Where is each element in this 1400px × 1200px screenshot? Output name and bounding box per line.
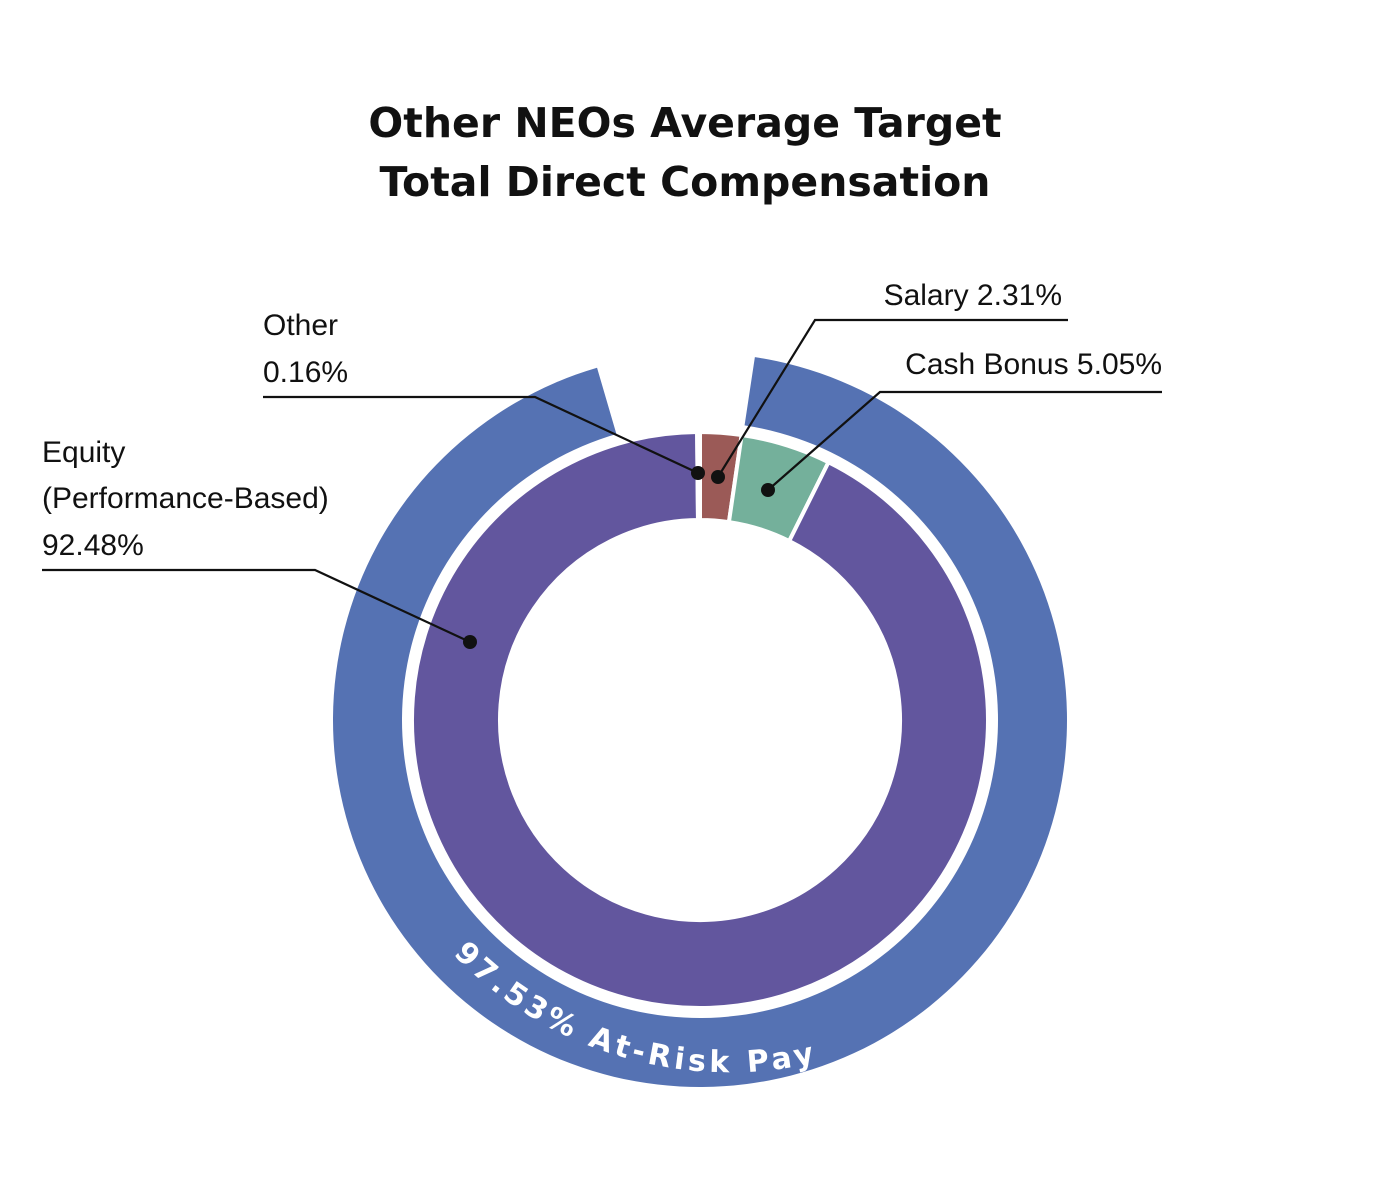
inner-ring [410,430,990,1010]
label-other-line-1: Other [263,309,338,342]
leader-line-cash-bonus [767,390,1162,491]
leader-dot-other [691,466,705,480]
leader-lines [42,318,1162,649]
leader-dot-equity [463,635,477,649]
slice-equity [410,430,990,1010]
label-equity-line-2: (Performance-Based) [42,482,329,515]
leader-line-other [263,395,699,474]
label-other-line-2: 0.16% [263,356,348,389]
label-cash-bonus: Cash Bonus 5.05% [905,348,1162,381]
label-salary: Salary 2.31% [884,279,1062,312]
label-equity-line-3: 92.48% [42,529,144,562]
leader-dot-cash-bonus [761,483,775,497]
chart-title-line-1: Other NEOs Average Target [368,99,1001,147]
leader-line-equity [42,568,471,643]
leader-line-salary [717,318,1068,478]
chart-title-line-2: Total Direct Compensation [380,158,991,206]
label-equity-line-1: Equity [42,436,125,469]
leader-dot-salary [711,470,725,484]
